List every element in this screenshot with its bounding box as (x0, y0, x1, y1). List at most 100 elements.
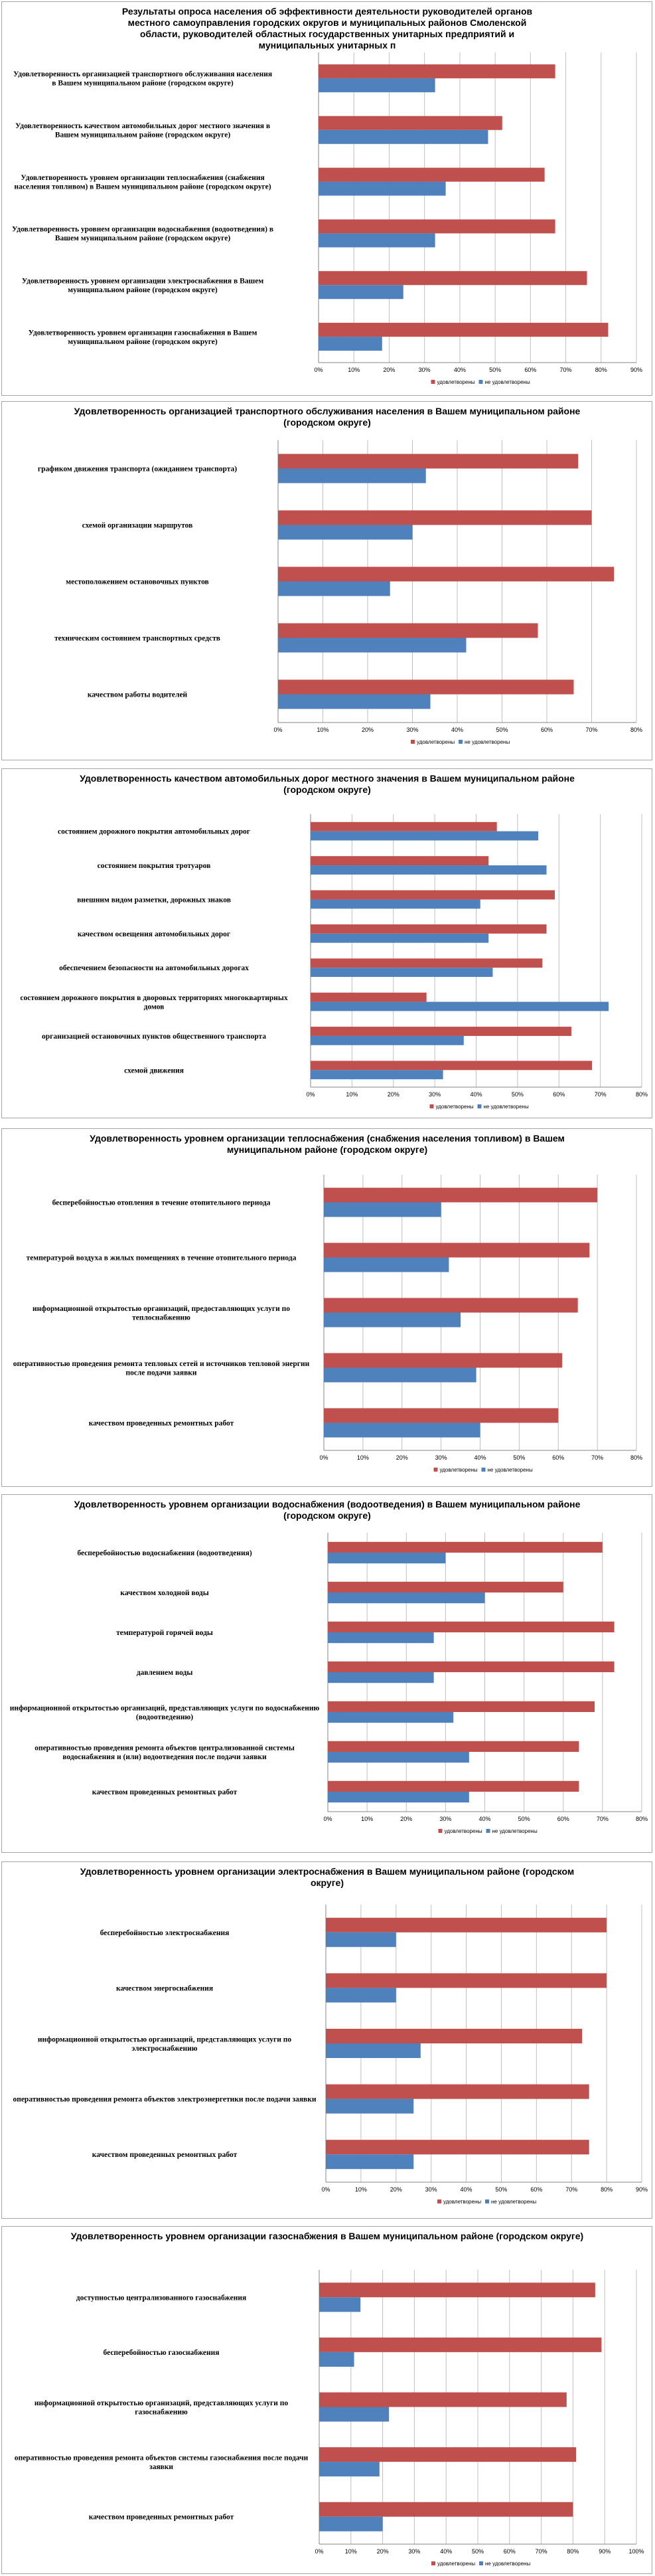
x-tick-label: 70% (595, 1091, 607, 1098)
category-label: оперативностью проведения ремонта объект… (15, 2454, 309, 2471)
category-label: оперативностью проведения ремонта объект… (35, 1744, 295, 1761)
x-tick-label: 40% (451, 727, 463, 733)
chart-plot: 0% 10% 20% 30% 40% 50% 60% 70% 80% графиком движе… (38, 440, 642, 745)
category-label: оперативностью проведения ремонта теплов… (13, 1360, 310, 1377)
x-tick-label: 30% (425, 2186, 437, 2193)
chart-panel-roads: Удовлетворенность качеством автомобильны… (1, 768, 652, 1118)
category-label: внешним видом разметки, дорожных знаков (77, 896, 231, 904)
bar-satisfied (311, 1027, 571, 1036)
bar-unsatisfied (328, 1672, 434, 1683)
category-label: техническим состоянием транспортных сред… (54, 635, 220, 643)
bar-unsatisfied (324, 1312, 461, 1328)
bar-satisfied (319, 2392, 567, 2407)
chart-title: Удовлетворенность уровнем организации во… (74, 1499, 581, 1521)
category-label: доступностью централизованного газоснабж… (76, 2294, 246, 2302)
bar-satisfied (328, 1701, 595, 1712)
bar-unsatisfied (328, 1712, 454, 1723)
x-tick-label: 80% (636, 1816, 648, 1822)
x-tick-label: 90% (599, 2548, 611, 2555)
x-tick-label: 30% (439, 1816, 451, 1822)
x-tick-label: 0% (314, 367, 323, 373)
x-tick-label: 40% (470, 1091, 482, 1098)
legend-swatch-unsatisfied (485, 2199, 489, 2203)
bar-satisfied (324, 1243, 590, 1258)
bar-satisfied (311, 856, 489, 866)
x-tick-label: 0% (321, 2186, 330, 2193)
legend-label-unsatisfied: не удовлетворены (488, 1467, 533, 1473)
x-tick-label: 20% (388, 1091, 400, 1098)
x-tick-label: 20% (362, 727, 374, 733)
x-tick-label: 10% (357, 1454, 369, 1461)
x-tick-label: 50% (512, 1091, 524, 1098)
legend-swatch-satisfied (429, 1104, 434, 1108)
bar-unsatisfied (319, 337, 382, 351)
x-tick-label: 10% (345, 2548, 357, 2555)
bar-unsatisfied (319, 2462, 380, 2477)
category-label: информационной открытостью организаций, … (38, 2035, 292, 2053)
category-label: качеством освещения автомобильных дорог (78, 930, 230, 938)
legend-label-unsatisfied: не удовлетворены (492, 1828, 538, 1834)
x-tick-label: 50% (518, 1816, 530, 1822)
x-tick-label: 80% (601, 2186, 613, 2193)
x-tick-label: 0% (319, 1454, 328, 1461)
x-tick-label: 30% (429, 1091, 441, 1098)
category-label: качеством проведенных ремонтных работ (89, 1420, 234, 1428)
category-label: качеством холодной воды (120, 1589, 208, 1597)
x-tick-label: 10% (355, 2186, 367, 2193)
x-tick-label: 50% (489, 367, 501, 373)
bar-unsatisfied (319, 233, 435, 248)
legend-swatch-satisfied (433, 1468, 438, 1472)
category-label: схемой движения (124, 1067, 184, 1074)
x-tick-label: 60% (557, 1816, 569, 1822)
bar-unsatisfied (311, 933, 489, 943)
bar-unsatisfied (324, 1367, 476, 1383)
bar-satisfied (319, 271, 587, 286)
bar-unsatisfied (311, 1035, 464, 1045)
legend-label-satisfied: удовлетворены (417, 739, 455, 745)
x-tick-label: 30% (408, 2548, 420, 2555)
legend-swatch-unsatisfied (481, 1468, 486, 1472)
category-label: Удовлетворенность уровнем организации га… (29, 329, 257, 345)
bar-satisfied (311, 958, 543, 968)
x-tick-label: 80% (595, 367, 607, 373)
bar-satisfied (319, 116, 502, 130)
category-label: бесперебойностью отопления в течение ото… (52, 1199, 271, 1207)
bar-unsatisfied (311, 1070, 443, 1080)
bar-satisfied (278, 623, 538, 638)
x-tick-label: 90% (630, 367, 642, 373)
bar-satisfied (328, 1780, 579, 1792)
chart-panel-heating: Удовлетворенность уровнем организации те… (1, 1128, 652, 1487)
category-label: обеспечением безопасности на автомобильн… (59, 964, 249, 972)
bar-unsatisfied (319, 2407, 390, 2422)
legend-swatch-unsatisfied (486, 1829, 490, 1833)
category-label: бесперебойностью газоснабжения (103, 2349, 219, 2357)
bar-satisfied (311, 821, 497, 831)
bar-satisfied (324, 1187, 598, 1203)
bar-unsatisfied (319, 2352, 354, 2367)
bar-unsatisfied (278, 638, 467, 653)
category-label: состоянием покрытия тротуаров (98, 862, 211, 870)
category-label: температурой горячей воды (116, 1629, 213, 1637)
category-label: Удовлетворенность уровнем организации во… (12, 226, 273, 243)
bar-satisfied (319, 2447, 577, 2462)
bar-unsatisfied (319, 2516, 383, 2532)
legend-label-satisfied: удовлетворены (443, 2199, 481, 2205)
bar-satisfied (319, 2282, 595, 2298)
category-label: температурой воздуха в жилых помещениях … (27, 1254, 297, 1262)
category-label: Удовлетворенность уровнем организации эл… (22, 278, 264, 295)
x-tick-label: 40% (440, 2548, 452, 2555)
category-label: качеством проведенных ремонтных работ (92, 2151, 238, 2159)
bar-unsatisfied (326, 2043, 421, 2058)
x-tick-label: 50% (496, 727, 508, 733)
chart-panel-electricity: Удовлетворенность уровнем организации эл… (1, 1861, 652, 2219)
chart-title: Результаты опроса населения об эффективн… (121, 6, 533, 50)
x-tick-label: 40% (478, 1816, 490, 1822)
x-tick-label: 20% (383, 367, 395, 373)
x-tick-label: 60% (504, 2548, 516, 2555)
bar-unsatisfied (278, 694, 431, 709)
bar-satisfied (328, 1621, 615, 1632)
bar-satisfied (326, 1973, 607, 1988)
chart-plot: 0% 10% 20% 30% 40% 50% 60% 70% 80% 90% Удовлетворе… (12, 52, 642, 385)
x-tick-label: 50% (472, 2548, 484, 2555)
x-tick-label: 10% (361, 1816, 373, 1822)
